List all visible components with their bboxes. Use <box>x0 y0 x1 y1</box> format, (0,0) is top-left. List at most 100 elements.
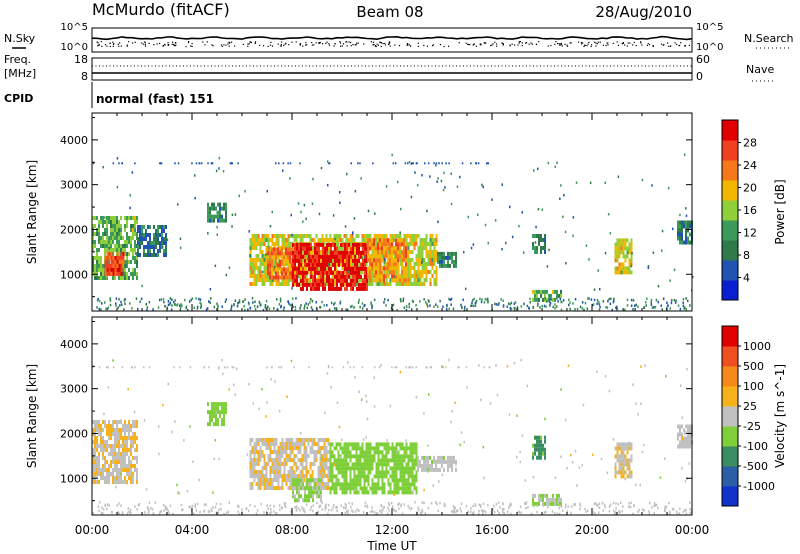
data-cell <box>257 238 260 242</box>
ground-scatter-cell <box>599 305 601 309</box>
ground-scatter-cell <box>392 303 395 307</box>
data-cell <box>336 270 338 275</box>
data-cell <box>345 442 348 447</box>
data-cell <box>126 264 128 268</box>
noise-search-point <box>118 45 120 47</box>
scatter-cell <box>306 257 309 261</box>
data-cell <box>415 454 418 459</box>
data-cell <box>219 218 221 223</box>
data-cell <box>287 275 289 280</box>
data-cell <box>433 246 436 250</box>
data-cell <box>560 501 562 506</box>
data-cell <box>255 246 258 250</box>
data-cell <box>128 476 130 480</box>
scatter-cell <box>372 162 374 165</box>
data-cell <box>534 443 536 448</box>
data-cell <box>349 470 352 475</box>
noise-search-point <box>280 44 282 46</box>
freq-tick-bottom: 8 <box>81 70 88 83</box>
data-cell <box>124 440 126 444</box>
ground-scatter-cell <box>198 297 200 301</box>
data-cell <box>421 262 424 266</box>
data-cell <box>283 259 285 264</box>
data-cell <box>336 274 338 279</box>
data-cell <box>397 274 399 279</box>
data-cell <box>102 420 104 424</box>
data-cell <box>401 254 403 259</box>
ground-scatter-cell <box>634 304 636 307</box>
ground-scatter-cell <box>579 305 582 309</box>
ground-scatter-cell <box>605 306 607 309</box>
data-cell <box>137 237 139 241</box>
data-cell <box>339 262 342 266</box>
noise-search-point <box>370 41 372 43</box>
data-cell <box>339 234 342 238</box>
data-cell <box>556 501 558 506</box>
data-cell <box>259 262 262 266</box>
data-cell <box>449 463 451 468</box>
data-cell <box>314 486 316 491</box>
data-cell <box>419 270 422 274</box>
data-cell <box>110 248 112 252</box>
data-cell <box>356 258 358 263</box>
data-cell <box>449 455 451 460</box>
ground-scatter-cell <box>607 299 609 303</box>
scatter-cell <box>464 287 467 291</box>
data-cell <box>209 418 211 423</box>
data-cell <box>345 486 348 491</box>
noise-search-point <box>559 44 561 46</box>
data-cell <box>534 501 536 506</box>
data-cell <box>136 448 138 452</box>
data-cell <box>251 242 254 246</box>
ground-scatter-cell <box>523 302 525 306</box>
data-cell <box>554 497 556 502</box>
data-cell <box>403 274 406 278</box>
data-cell <box>379 266 381 271</box>
data-cell <box>405 490 408 495</box>
data-cell <box>114 420 116 424</box>
scatter-cell <box>361 256 363 260</box>
data-cell <box>679 236 681 241</box>
scatter-cell <box>505 241 507 245</box>
ground-scatter-cell <box>330 509 333 512</box>
data-cell <box>351 254 354 258</box>
data-cell <box>249 470 252 474</box>
data-cell <box>405 262 407 267</box>
ground-scatter-cell <box>200 304 202 308</box>
data-cell <box>558 497 560 502</box>
data-cell <box>285 278 288 282</box>
data-cell <box>259 474 262 478</box>
data-cell <box>251 446 254 450</box>
data-cell <box>355 474 358 479</box>
data-cell <box>315 454 318 458</box>
ground-scatter-cell <box>452 307 455 311</box>
scatter-cell <box>320 166 323 170</box>
data-cell <box>383 282 386 286</box>
data-cell <box>624 242 627 247</box>
data-cell <box>407 490 410 495</box>
ground-scatter-cell <box>502 299 504 302</box>
data-cell <box>369 466 372 471</box>
data-cell <box>349 466 352 471</box>
ground-scatter-cell <box>157 306 160 309</box>
ground-scatter-cell <box>653 502 656 505</box>
data-cell <box>393 474 396 479</box>
data-cell <box>447 455 449 460</box>
ground-scatter-cell <box>435 303 437 306</box>
data-cell <box>110 224 112 228</box>
ground-scatter-cell <box>503 512 505 515</box>
noise-search-point <box>492 43 494 45</box>
data-cell <box>112 216 114 220</box>
data-cell <box>435 258 438 262</box>
data-cell <box>106 255 109 260</box>
noise-search-point <box>394 44 396 46</box>
ground-scatter-cell <box>598 506 601 510</box>
data-cell <box>358 242 360 247</box>
data-cell <box>427 262 430 266</box>
ground-scatter-cell <box>283 502 285 505</box>
data-cell <box>325 238 328 242</box>
data-cell <box>409 250 412 254</box>
data-cell <box>307 234 310 238</box>
ground-scatter-cell <box>472 512 474 516</box>
data-cell <box>373 242 375 247</box>
